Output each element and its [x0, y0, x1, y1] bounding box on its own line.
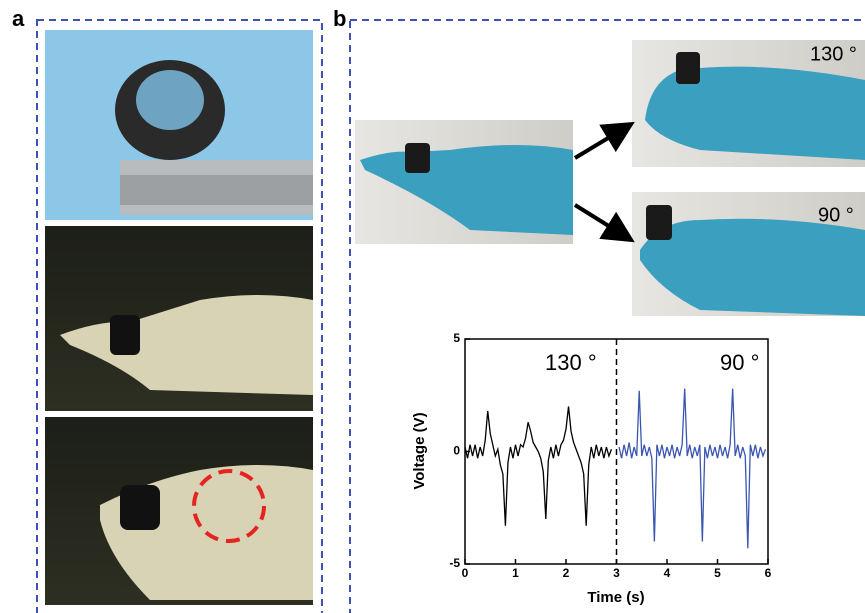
photo: [355, 120, 573, 244]
y-tick-label: -5: [449, 556, 460, 570]
signal-line: [619, 389, 765, 549]
y-tick-label: 0: [453, 444, 460, 458]
figure: a b 130 ° 90 ° 130 ° 9: [0, 0, 865, 613]
x-tick-label: 5: [714, 566, 721, 580]
x-tick-label: 2: [563, 566, 570, 580]
photo: [45, 30, 313, 220]
annotation: 90 °: [720, 350, 759, 375]
y-axis-label: Voltage (V): [411, 412, 428, 489]
x-tick-label: 6: [765, 566, 772, 580]
signal-line: [465, 407, 611, 526]
arrow: [575, 205, 628, 238]
photo: [45, 226, 313, 411]
arrow: [575, 126, 628, 158]
panel-label: a: [12, 6, 25, 31]
x-tick-label: 0: [462, 566, 469, 580]
x-tick-label: 4: [664, 566, 671, 580]
x-tick-label: 1: [512, 566, 519, 580]
x-axis-label: Time (s): [587, 589, 644, 606]
x-tick-label: 3: [613, 566, 620, 580]
photo: [45, 417, 313, 605]
photo-label: 90 °: [818, 204, 854, 226]
annotation: 130 °: [545, 350, 597, 375]
panel-label: b: [333, 6, 346, 31]
y-tick-label: 5: [453, 331, 460, 345]
photo-label: 130 °: [810, 43, 857, 65]
